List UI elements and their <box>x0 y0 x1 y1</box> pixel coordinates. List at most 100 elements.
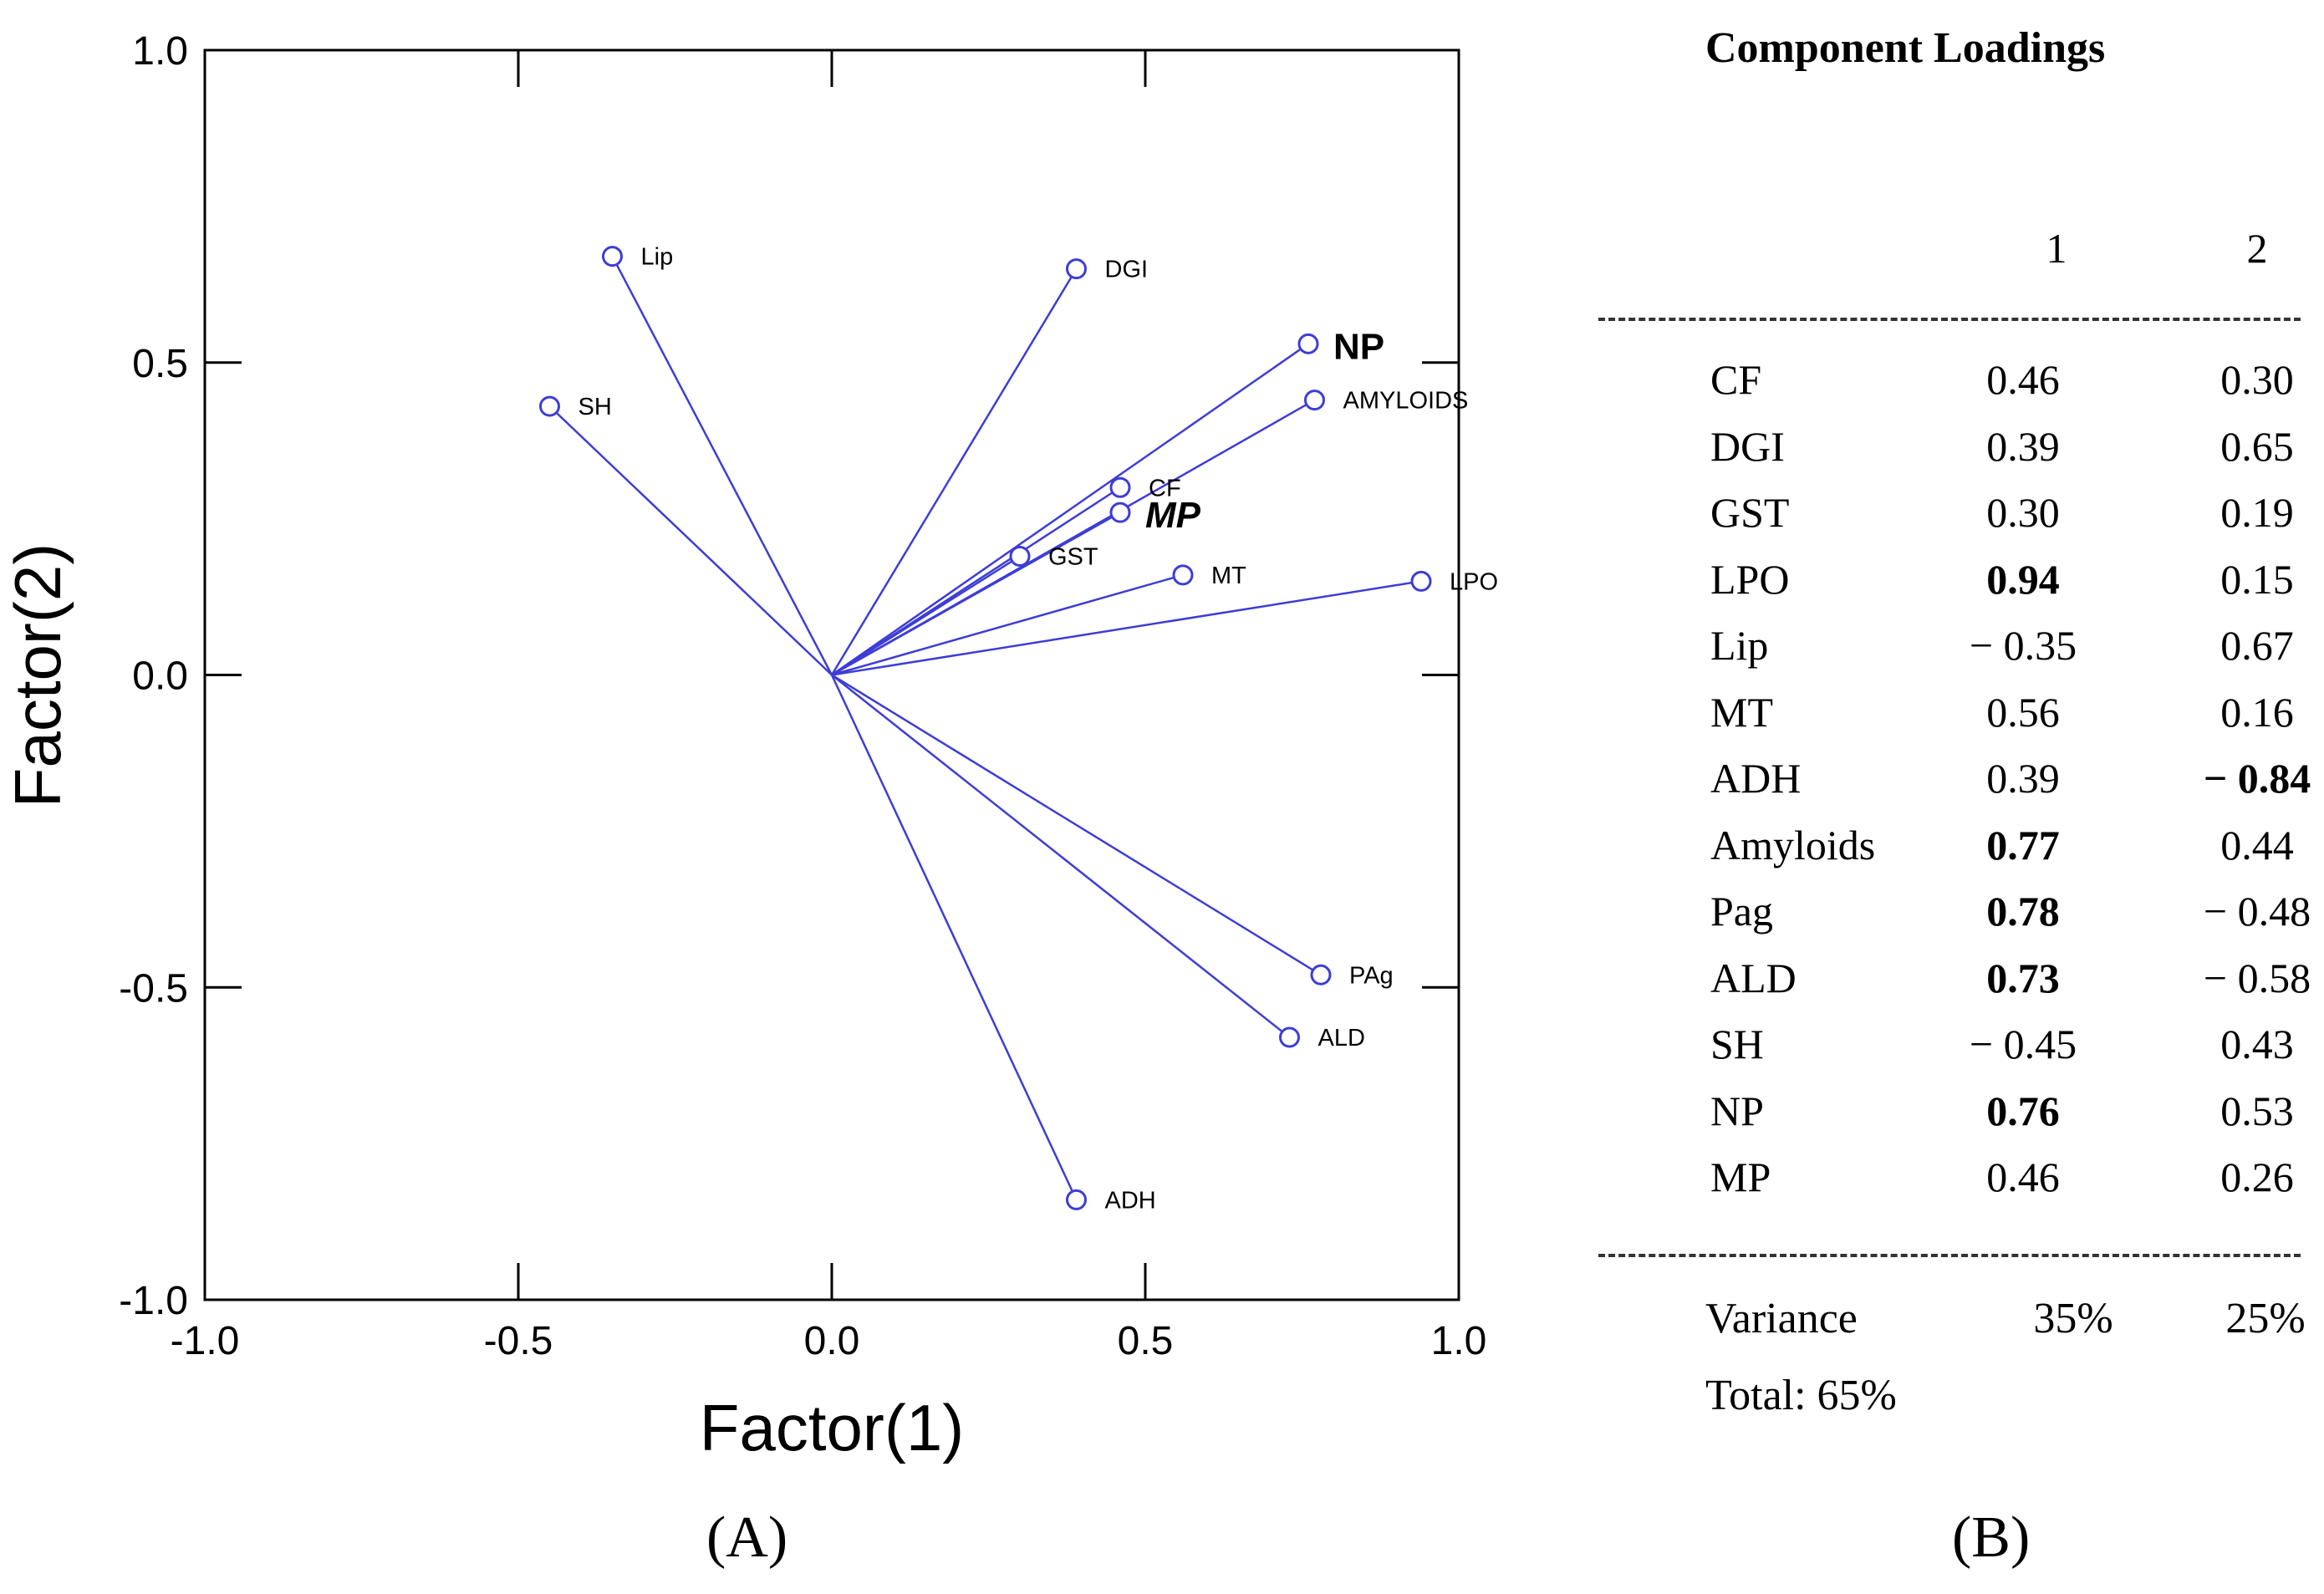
y-tick-label: -0.5 <box>119 966 188 1011</box>
loading-component-2: 0.19 <box>2220 489 2294 536</box>
loading-component-1: 0.30 <box>1986 489 2060 536</box>
point-label-gst: GST <box>1048 543 1098 570</box>
loading-component-2: − 0.48 <box>2203 888 2311 935</box>
variance-label: Variance <box>1705 1295 1858 1342</box>
variable-name: SH <box>1710 1021 1764 1067</box>
y-tick-label: -1.0 <box>119 1279 188 1323</box>
loading-component-1: 0.46 <box>1986 356 2060 403</box>
loading-row-mp: MP 0.46 0.26 <box>1588 1153 2324 1220</box>
point-label-np: NP <box>1333 326 1384 367</box>
point-marker-pag <box>1310 964 1332 985</box>
vector-line-dgi <box>830 267 1078 676</box>
point-label-ald: ALD <box>1318 1025 1365 1052</box>
loading-vectors <box>539 246 1432 1210</box>
table-divider-bottom <box>1598 1254 2301 1257</box>
loading-row-cf: CF 0.46 0.30 <box>1588 355 2324 422</box>
loading-component-1: 0.78 <box>1986 888 2060 935</box>
point-marker-lpo <box>1410 570 1432 592</box>
table-title: Component Loadings <box>1705 24 2106 72</box>
x-tick-label: 0.5 <box>1118 1319 1174 1363</box>
loading-component-1: 0.56 <box>1986 688 2060 736</box>
loading-row-sh: SH − 0.45 0.43 <box>1588 1020 2324 1087</box>
column-header-2: 2 <box>2246 225 2268 272</box>
loading-row-lip: Lip − 0.35 0.67 <box>1588 621 2324 688</box>
loading-component-1: 0.39 <box>1986 422 2060 470</box>
point-marker-mp <box>1109 502 1131 523</box>
loading-component-1: 0.77 <box>1986 821 2060 868</box>
variable-name: LPO <box>1710 555 1790 603</box>
loading-component-2: 0.65 <box>2220 422 2294 470</box>
variable-name: ADH <box>1710 755 1802 802</box>
point-marker-cf <box>1109 476 1131 498</box>
vector-line-gst <box>831 555 1021 676</box>
component-loadings-panel: Component Loadings 1 2 CF 0.46 0.30 DGI 0.39… <box>1588 0 2324 1594</box>
x-axis-title: Factor(1) <box>700 1391 964 1464</box>
loading-component-2: − 0.58 <box>2203 954 2311 1001</box>
point-marker-np <box>1297 333 1319 354</box>
variable-name: DGI <box>1710 422 1785 470</box>
point-marker-adh <box>1066 1189 1087 1210</box>
variable-name: CF <box>1710 356 1762 403</box>
biplot-chart: -1.0 -0.5 0.0 0.5 1.0 -1.0 -0.5 0.0 0.5 1.0 Lip SH… <box>1 29 1499 1464</box>
x-tick-label: -1.0 <box>171 1319 240 1363</box>
variable-name: GST <box>1710 489 1790 536</box>
loading-row-gst: GST 0.30 0.19 <box>1588 488 2324 555</box>
point-label-pag: PAg <box>1349 962 1394 989</box>
point-marker-amyloids <box>1304 390 1325 411</box>
loading-component-1: − 0.45 <box>1969 1021 2077 1067</box>
variance-component-1: 35% <box>2033 1295 2113 1342</box>
point-label-cf: CF <box>1149 475 1181 502</box>
point-marker-sh <box>539 395 560 417</box>
variable-name: ALD <box>1710 954 1797 1001</box>
loading-row-amyloids: Amyloids 0.77 0.44 <box>1588 821 2324 888</box>
loading-row-lpo: LPO 0.94 0.15 <box>1588 555 2324 622</box>
loading-component-2: − 0.84 <box>2203 755 2311 802</box>
vector-line-mp <box>831 512 1121 676</box>
loading-component-2: 0.15 <box>2220 555 2294 603</box>
vector-line-ald <box>831 674 1291 1039</box>
loading-component-1: 0.76 <box>1986 1087 2060 1134</box>
loading-row-adh: ADH 0.39 − 0.84 <box>1588 754 2324 821</box>
point-label-lip: Lip <box>641 244 674 271</box>
variable-name: MP <box>1710 1153 1771 1200</box>
point-label-mp: MP <box>1145 495 1201 536</box>
vector-line-np <box>831 343 1309 676</box>
variable-name: MT <box>1710 688 1773 736</box>
loading-component-2: 0.53 <box>2220 1087 2294 1134</box>
point-label-dgi: DGI <box>1105 257 1149 283</box>
point-marker-dgi <box>1066 258 1087 280</box>
y-tick-label: 0.5 <box>132 342 188 386</box>
vector-line-lip <box>611 256 833 676</box>
point-label-adh: ADH <box>1105 1187 1156 1214</box>
tick-marks: -1.0 -0.5 0.0 0.5 1.0 -1.0 -0.5 0.0 0.5 1.0 <box>119 29 1486 1363</box>
loading-component-2: 0.26 <box>2220 1153 2294 1200</box>
point-label-mt: MT <box>1211 563 1246 589</box>
variable-name: Lip <box>1710 622 1769 669</box>
point-marker-ald <box>1279 1026 1300 1048</box>
y-tick-label: 1.0 <box>132 29 188 74</box>
variable-name: Pag <box>1710 888 1773 935</box>
loading-component-1: 0.94 <box>1986 555 2060 603</box>
loading-component-1: 0.46 <box>1986 1153 2060 1200</box>
point-label-lpo: LPO <box>1450 568 1498 595</box>
vector-line-adh <box>830 674 1078 1200</box>
table-divider-top <box>1598 318 2301 321</box>
variance-component-2: 25% <box>2225 1295 2306 1342</box>
loading-component-2: 0.30 <box>2220 356 2294 403</box>
y-axis-title: Factor(2) <box>1 543 74 807</box>
loading-component-2: 0.16 <box>2220 688 2294 736</box>
loading-component-2: 0.44 <box>2220 821 2294 868</box>
loading-component-2: 0.67 <box>2220 622 2294 669</box>
loading-component-1: 0.73 <box>1986 954 2060 1001</box>
loading-component-1: − 0.35 <box>1969 622 2077 669</box>
vector-line-mt <box>831 573 1184 676</box>
panel-label-a: (A) <box>706 1505 788 1570</box>
loading-row-ald: ALD 0.73 − 0.58 <box>1588 954 2324 1021</box>
point-label-amyloids: AMYLOIDS <box>1343 388 1469 415</box>
y-tick-label: 0.0 <box>132 654 188 699</box>
vector-line-lpo <box>831 580 1422 676</box>
loading-row-pag: Pag 0.78 − 0.48 <box>1588 887 2324 954</box>
variable-name: NP <box>1710 1087 1764 1134</box>
column-header-1: 1 <box>2046 225 2067 272</box>
